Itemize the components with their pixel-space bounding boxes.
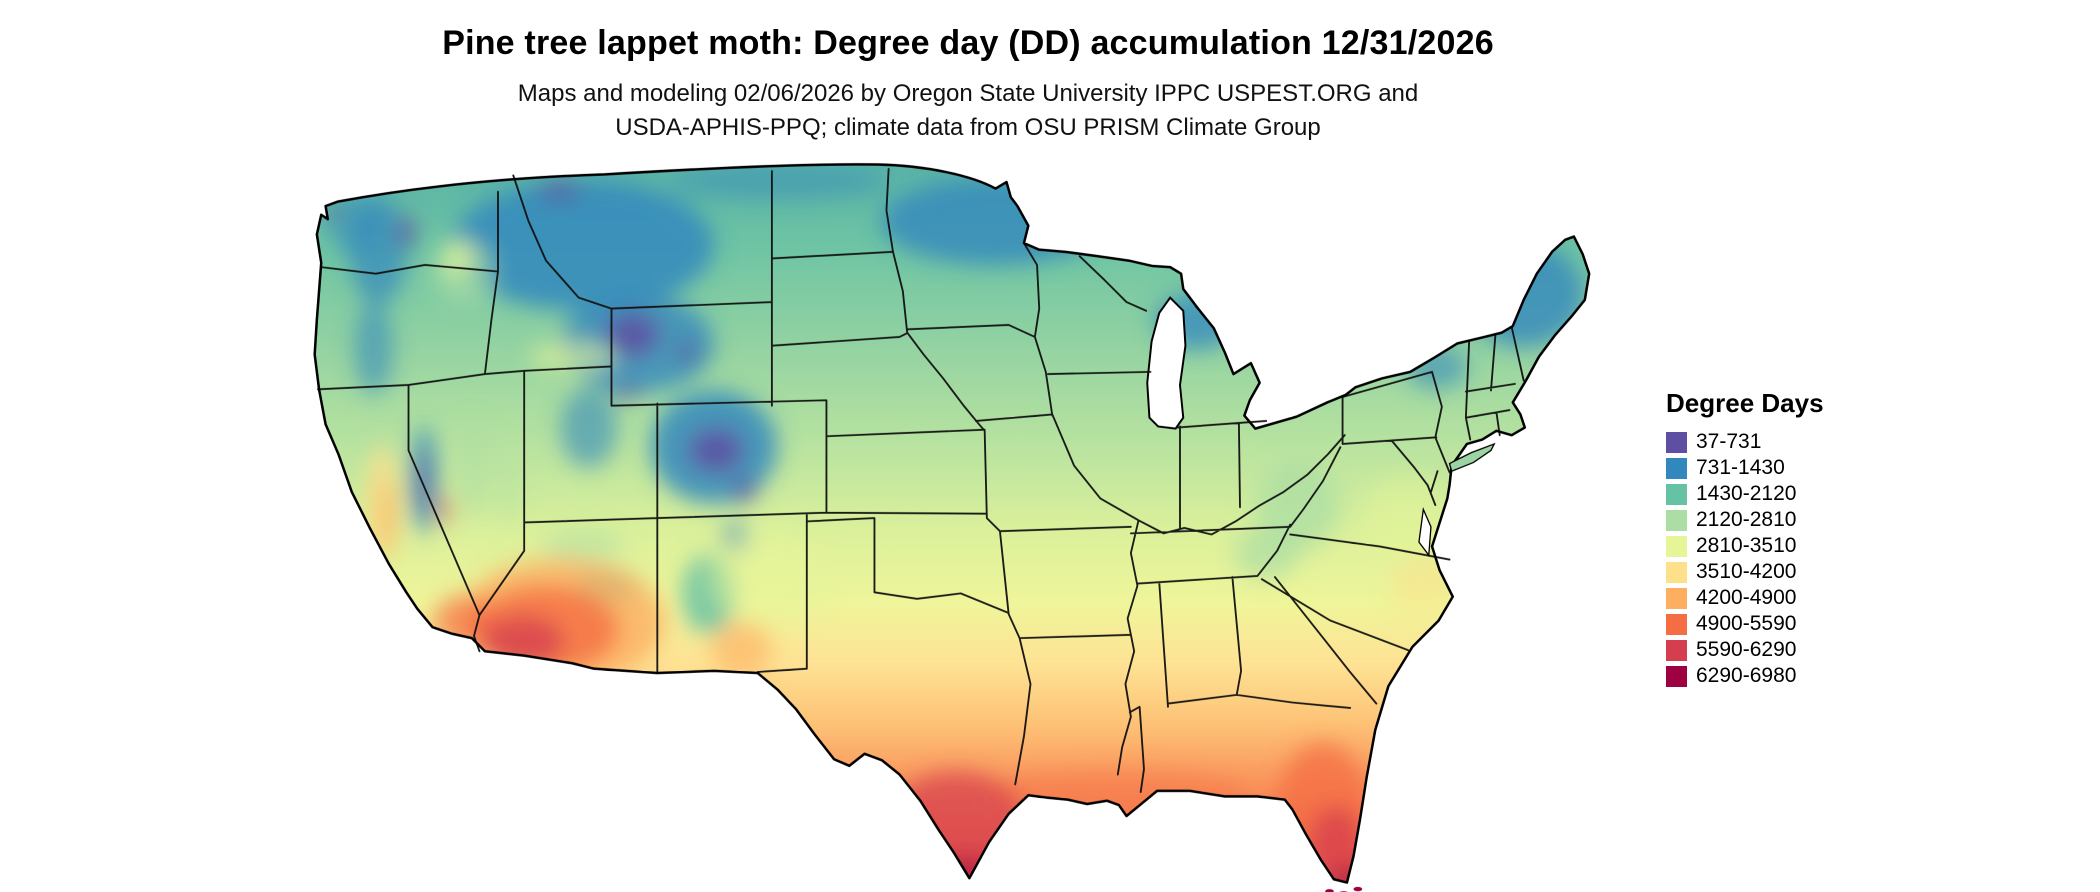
legend-swatch — [1666, 483, 1687, 505]
legend-item: 4200-4900 — [1666, 585, 1824, 611]
legend-label: 4200-4900 — [1696, 586, 1797, 609]
legend-swatch — [1666, 561, 1687, 583]
legend-item: 2120-2810 — [1666, 507, 1824, 533]
legend-item: 3510-4200 — [1666, 559, 1824, 585]
legend-label: 4900-5590 — [1696, 612, 1797, 635]
legend-label: 5590-6290 — [1696, 638, 1797, 661]
state-borders — [317, 167, 1525, 793]
legend-label: 6290-6980 — [1696, 664, 1797, 687]
legend-item: 6290-6980 — [1666, 663, 1824, 689]
legend-title: Degree Days — [1666, 388, 1824, 418]
legend-label: 2810-3510 — [1696, 534, 1797, 557]
chesapeake-bay — [1418, 506, 1432, 557]
florida-keys — [1325, 886, 1363, 892]
legend-swatch — [1666, 639, 1687, 661]
legend-label: 37-731 — [1696, 430, 1762, 453]
legend-swatch — [1666, 431, 1687, 453]
legend-item: 4900-5590 — [1666, 611, 1824, 637]
legend-swatch — [1666, 509, 1687, 531]
legend-item: 1430-2120 — [1666, 481, 1824, 507]
legend-item: 2810-3510 — [1666, 533, 1824, 559]
legend-swatch — [1666, 457, 1687, 479]
legend-swatch — [1666, 587, 1687, 609]
legend-label: 2120-2810 — [1696, 508, 1797, 531]
legend-label: 3510-4200 — [1696, 560, 1797, 583]
legend-item: 731-1430 — [1666, 455, 1824, 481]
legend-item: 5590-6290 — [1666, 637, 1824, 663]
legend-label: 731-1430 — [1696, 456, 1785, 479]
legend-swatch — [1666, 665, 1687, 687]
legend-swatch — [1666, 613, 1687, 635]
us-degree-day-map — [313, 163, 1591, 892]
lake-michigan — [1146, 296, 1187, 430]
map-subtitle: Maps and modeling 02/06/2026 by Oregon S… — [0, 77, 1936, 144]
map-header: Pine tree lappet moth: Degree day (DD) a… — [0, 24, 1936, 144]
legend-label: 1430-2120 — [1696, 482, 1797, 505]
legend: Degree Days 37-731 731-1430 1430-2120 2120-… — [1666, 388, 1824, 689]
legend-swatch — [1666, 535, 1687, 557]
map-title: Pine tree lappet moth: Degree day (DD) a… — [442, 24, 1494, 62]
long-island — [1448, 442, 1496, 473]
map-subtitle-line1: Maps and modeling 02/06/2026 by Oregon S… — [517, 80, 1419, 107]
legend-item: 37-731 — [1666, 429, 1824, 455]
legend-items: 37-731 731-1430 1430-2120 2120-2810 2810-351… — [1666, 429, 1824, 689]
map-subtitle-line2: USDA-APHIS-PPQ; climate data from OSU PR… — [615, 113, 1321, 141]
